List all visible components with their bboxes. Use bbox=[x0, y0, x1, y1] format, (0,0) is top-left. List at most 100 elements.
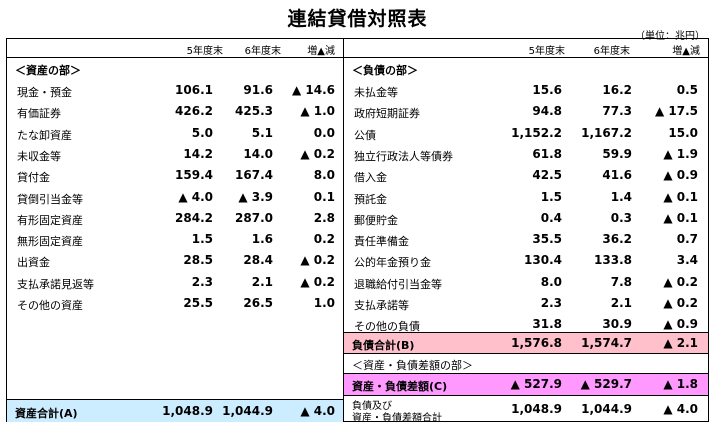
cell-label: 郵便貯金 bbox=[354, 213, 398, 227]
cell-label: 預託金 bbox=[354, 192, 387, 206]
net-section-title: ＜資産・負債差額の部＞ bbox=[352, 359, 473, 372]
cell-y6: 0.3 bbox=[610, 210, 632, 225]
table-row: 支払承諾等 2.3 2.1 ▲ 0.2 bbox=[344, 294, 708, 315]
cell-label: 独立行政法人等債券 bbox=[354, 149, 453, 163]
cell-y5: 2.3 bbox=[540, 296, 562, 310]
cell-diff: 0.2 bbox=[313, 232, 335, 247]
cell-diff: ▲ 1.9 bbox=[663, 146, 698, 161]
cell-y6: 91.6 bbox=[243, 83, 273, 97]
cell-y6: 16.2 bbox=[602, 83, 632, 97]
cell-diff: ▲ 1.0 bbox=[300, 104, 335, 119]
liabilities-total-y5: 1,576.8 bbox=[511, 336, 562, 350]
cell-y5: 284.2 bbox=[175, 210, 213, 225]
table-row: 有形固定資産 284.2 287.0 2.8 bbox=[7, 209, 343, 230]
cell-y5: 94.8 bbox=[532, 104, 562, 119]
col-y5-header-right: 5年度末 bbox=[528, 46, 565, 57]
cell-label: 有形固定資産 bbox=[17, 213, 83, 227]
cell-diff: 0.7 bbox=[676, 232, 698, 247]
liabilities-panel: 5年度末 6年度末 増▲減 ＜負債の部＞ 未払金等 15.6 16.2 0.5 政府短期… bbox=[344, 38, 709, 424]
cell-diff: 0.5 bbox=[676, 83, 698, 97]
cell-y6: 133.8 bbox=[594, 253, 632, 268]
net-row: 資産・負債差額(C) ▲ 527.9 ▲ 529.7 ▲ 1.8 bbox=[344, 373, 708, 395]
cell-label: 政府短期証券 bbox=[354, 107, 420, 121]
assets-section-title: ＜資産の部＞ bbox=[15, 64, 81, 77]
cell-diff: ▲ 0.2 bbox=[300, 146, 335, 161]
cell-y5: 28.5 bbox=[183, 253, 213, 268]
cell-diff: ▲ 14.6 bbox=[291, 83, 335, 97]
cell-diff: ▲ 0.2 bbox=[300, 274, 335, 289]
net-y5: ▲ 527.9 bbox=[510, 377, 562, 391]
table-row: 公的年金預り金 130.4 133.8 3.4 bbox=[344, 251, 708, 272]
cell-y5: 61.8 bbox=[532, 146, 562, 161]
table-row: 貸倒引当金等 ▲ 4.0 ▲ 3.9 0.1 bbox=[7, 188, 343, 209]
cell-y5: 5.0 bbox=[191, 125, 213, 140]
cell-y5: 130.4 bbox=[524, 253, 562, 268]
cell-label: 有価証券 bbox=[17, 107, 61, 121]
net-y6: ▲ 529.7 bbox=[580, 377, 632, 391]
cell-diff: 1.0 bbox=[313, 296, 335, 310]
grand-total-label-2: 資産・負債差額合計 bbox=[352, 413, 442, 424]
table-row: 預託金 1.5 1.4 ▲ 0.1 bbox=[344, 188, 708, 209]
cell-label: 退職給付引当金等 bbox=[354, 277, 442, 291]
cell-y6: 5.1 bbox=[251, 125, 273, 140]
cell-label: 未収金等 bbox=[17, 149, 61, 163]
cell-y6: 1.6 bbox=[251, 232, 273, 247]
cell-y6: 7.8 bbox=[610, 274, 632, 289]
grand-total-y6: 1,044.9 bbox=[581, 402, 632, 416]
page-title: 連結貸借対照表 bbox=[287, 8, 428, 30]
cell-diff: ▲ 0.9 bbox=[663, 317, 698, 332]
cell-label: 支払承諾見返等 bbox=[17, 277, 94, 291]
table-row: その他の負債 31.8 30.9 ▲ 0.9 bbox=[344, 315, 708, 336]
table-row: 出資金 28.5 28.4 ▲ 0.2 bbox=[7, 251, 343, 272]
liabilities-header: 5年度末 6年度末 増▲減 bbox=[344, 39, 708, 58]
table-row: 郵便貯金 0.4 0.3 ▲ 0.1 bbox=[344, 209, 708, 230]
cell-y5: 0.4 bbox=[540, 210, 562, 225]
cell-y5: ▲ 4.0 bbox=[178, 189, 213, 204]
cell-y5: 25.5 bbox=[183, 296, 213, 310]
table-row: 責任準備金 35.5 36.2 0.7 bbox=[344, 230, 708, 251]
liabilities-total-row: 負債合計(B) 1,576.8 1,574.7 ▲ 2.1 bbox=[344, 332, 708, 353]
cell-label: 未払金等 bbox=[354, 86, 398, 99]
table-row: 無形固定資産 1.5 1.6 0.2 bbox=[7, 230, 343, 251]
cell-diff: ▲ 0.2 bbox=[300, 253, 335, 268]
cell-label: 無形固定資産 bbox=[17, 235, 83, 249]
cell-y5: 1,152.2 bbox=[511, 125, 562, 140]
cell-diff: ▲ 0.1 bbox=[663, 210, 698, 225]
cell-diff: ▲ 17.5 bbox=[654, 104, 698, 119]
cell-y6: 2.1 bbox=[610, 296, 632, 310]
cell-label: 公債 bbox=[354, 128, 376, 142]
grand-total-label-1: 負債及び bbox=[352, 401, 392, 412]
cell-label: 責任準備金 bbox=[354, 235, 409, 249]
cell-label: 出資金 bbox=[17, 256, 50, 270]
cell-y6: 167.4 bbox=[235, 168, 273, 183]
cell-diff: ▲ 0.2 bbox=[663, 274, 698, 289]
table-row: 公債 1,152.2 1,167.2 15.0 bbox=[344, 124, 708, 145]
liabilities-section-title: ＜負債の部＞ bbox=[352, 64, 418, 77]
net-diff: ▲ 1.8 bbox=[663, 377, 698, 391]
col-y5-header: 5年度末 bbox=[186, 46, 223, 57]
cell-y5: 8.0 bbox=[540, 274, 562, 289]
table-row: 未払金等 15.6 16.2 0.5 bbox=[344, 81, 708, 102]
assets-total-y5: 1,048.9 bbox=[162, 404, 213, 418]
cell-label: その他の資産 bbox=[17, 299, 83, 312]
liabilities-total-label: 負債合計(B) bbox=[352, 339, 415, 352]
col-y6-header: 6年度末 bbox=[244, 46, 281, 57]
cell-label: たな卸資産 bbox=[17, 128, 72, 142]
assets-total-row: 資産合計(A) 1,048.9 1,044.9 ▲ 4.0 bbox=[7, 399, 343, 422]
cell-diff: 3.4 bbox=[676, 253, 698, 268]
cell-y6: 1.4 bbox=[610, 189, 632, 204]
cell-y5: 31.8 bbox=[532, 317, 562, 332]
cell-y6: ▲ 3.9 bbox=[238, 189, 273, 204]
cell-y5: 15.6 bbox=[532, 83, 562, 97]
cell-y6: 30.9 bbox=[602, 317, 632, 332]
col-y6-header-right: 6年度末 bbox=[593, 46, 630, 57]
cell-y5: 1.5 bbox=[191, 232, 213, 247]
assets-total-y6: 1,044.9 bbox=[222, 404, 273, 418]
grand-total-diff: ▲ 4.0 bbox=[663, 402, 698, 416]
cell-label: 借入金 bbox=[354, 171, 387, 185]
cell-y5: 159.4 bbox=[175, 168, 213, 183]
cell-y6: 1,167.2 bbox=[581, 125, 632, 140]
cell-y6: 287.0 bbox=[235, 210, 273, 225]
assets-panel: 5年度末 6年度末 増▲減 ＜資産の部＞ 現金・預金 106.1 91.6 ▲ 14.… bbox=[6, 38, 344, 422]
cell-y6: 28.4 bbox=[243, 253, 273, 268]
